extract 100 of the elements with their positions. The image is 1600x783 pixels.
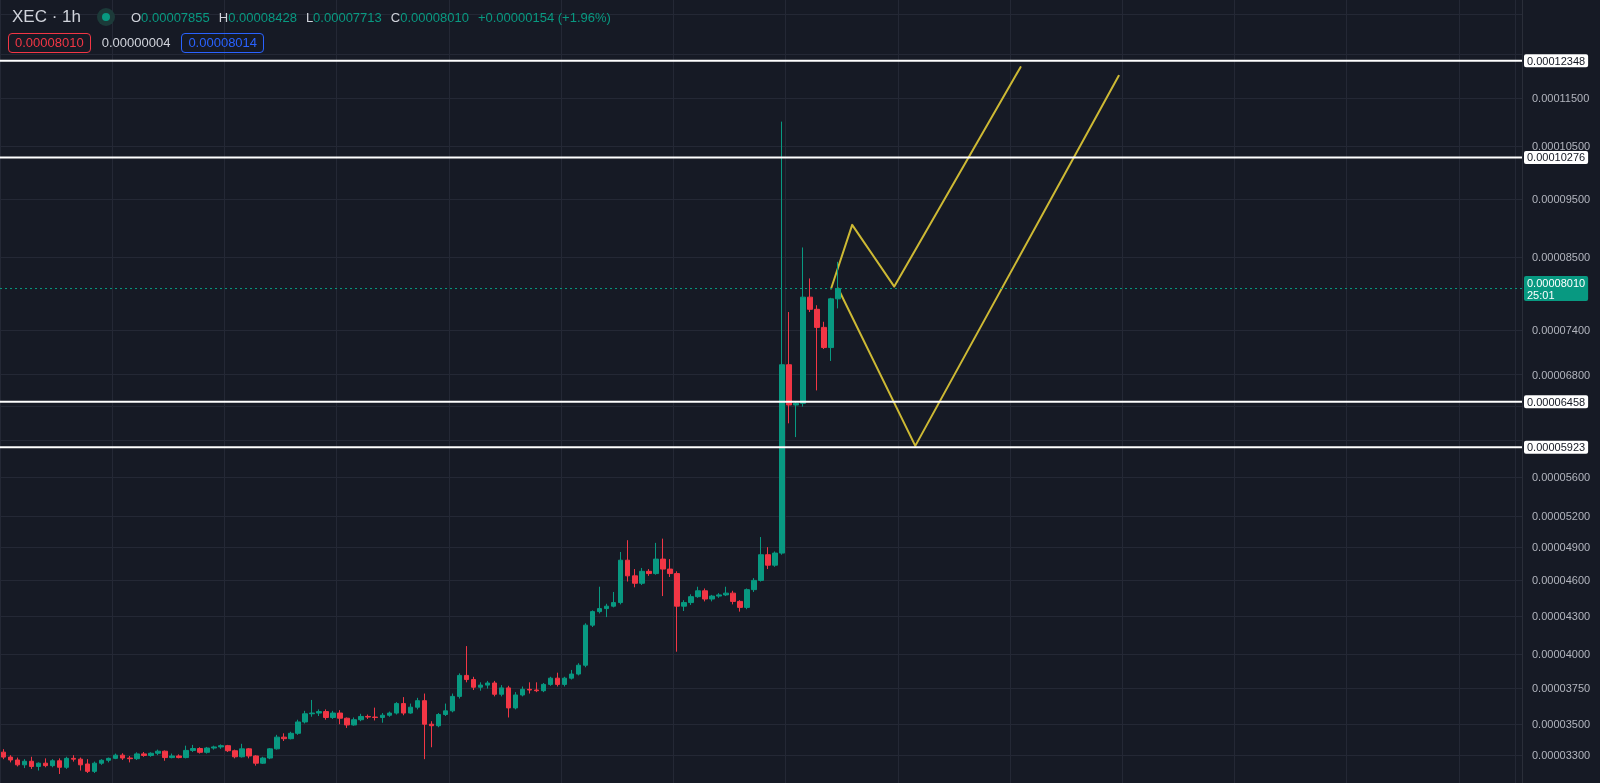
candlestick (29, 756, 34, 770)
annotation: +0.00000154 (+1.96%) (477, 9, 611, 25)
candlestick (534, 681, 539, 693)
candlestick (22, 758, 27, 769)
annotation: 0.00008014 (181, 33, 265, 53)
candlestick (415, 697, 420, 710)
candlestick (527, 681, 532, 695)
candlestick (50, 758, 55, 768)
y-tick-label: 0.00004000 (1532, 647, 1591, 660)
y-tick-label: 0.00003500 (1532, 718, 1591, 731)
candlestick (85, 758, 90, 774)
candlestick (239, 743, 245, 759)
candlestick (380, 712, 385, 724)
candlestick (330, 710, 336, 720)
y-tick-label: 0.00008500 (1532, 251, 1591, 264)
candlestick (141, 751, 147, 758)
candlestick (625, 539, 630, 583)
candlestick (106, 757, 111, 763)
candlestick (590, 609, 595, 628)
candlestick (8, 754, 13, 763)
candlestick (43, 757, 48, 768)
y-tick-label: 0.00003300 (1532, 749, 1591, 762)
candlestick (485, 680, 490, 690)
candlestick (281, 732, 287, 742)
ref-line-label: 0.00006458 (1527, 395, 1586, 408)
candlestick (562, 676, 567, 687)
candlestick (597, 586, 602, 614)
chart-title: XEC · 1h (12, 7, 81, 27)
annotation: 0.00008010 (8, 33, 91, 53)
candlestick (639, 567, 645, 586)
candlestick (422, 693, 427, 760)
candlestick (387, 711, 392, 718)
candlestick (765, 546, 771, 570)
candlestick (394, 701, 399, 716)
candlestick (632, 568, 638, 588)
y-tick-label: 0.00004900 (1532, 541, 1591, 554)
y-tick-label: 0.00006800 (1532, 368, 1591, 381)
ref-line-label: 0.00005923 (1527, 441, 1586, 454)
candlestick (401, 696, 406, 716)
y-tick-label: 0.00005200 (1532, 509, 1591, 522)
annotation: O0.00007855 (130, 9, 210, 25)
candlestick (450, 693, 455, 713)
candlestick (15, 757, 20, 767)
candlestick (478, 681, 483, 692)
candlestick (702, 587, 708, 602)
candlestick (169, 753, 175, 759)
y-tick-label: 0.00010500 (1532, 140, 1591, 153)
candlestick (162, 749, 168, 762)
candlestick (429, 720, 434, 748)
candlestick (499, 684, 504, 697)
y-tick-label: 0.00009500 (1532, 192, 1591, 205)
candlestick (618, 551, 623, 605)
y-tick-label: 0.00003750 (1532, 681, 1591, 694)
candlestick (120, 752, 125, 761)
candlestick (520, 686, 525, 697)
candlestick (611, 591, 616, 608)
candlestick (323, 708, 329, 721)
candlestick (36, 761, 41, 772)
y-tick-label: 0.00004600 (1532, 574, 1591, 587)
y-tick-label: 0.00007400 (1532, 324, 1591, 337)
candlestick (443, 703, 448, 717)
candlestick (408, 703, 413, 715)
candlestick (78, 757, 83, 772)
candlestick (113, 753, 118, 760)
candlestick (57, 757, 62, 775)
candlestick (541, 682, 546, 693)
annotation: C0.00008010 (390, 9, 469, 25)
ref-line-label: 0.00010276 (1527, 151, 1586, 164)
candlestick (653, 542, 659, 576)
candlestick (64, 756, 69, 770)
candlestick (92, 761, 97, 774)
line-series (830, 66, 1022, 290)
candlestick (513, 691, 518, 710)
candlestick (99, 758, 104, 766)
candlestick (492, 680, 497, 697)
candlestick (646, 568, 652, 577)
annotation: 0.00000004 (100, 34, 172, 52)
candlestick (576, 662, 581, 676)
candlestick (457, 672, 462, 700)
candlestick (548, 676, 553, 687)
ref-line-label: 0.00008010 25:01 (1527, 276, 1586, 301)
candlestick (197, 746, 203, 755)
ref-line-label: 0.00012348 (1527, 54, 1586, 67)
candlestick (127, 755, 133, 763)
candlestick (176, 753, 182, 759)
candlestick (786, 311, 792, 424)
candlestick (583, 622, 588, 668)
candlestick (604, 603, 609, 618)
y-tick-label: 0.00004300 (1532, 609, 1591, 622)
candlestick (71, 754, 76, 763)
candlestick (471, 676, 476, 691)
candlestick (555, 672, 560, 687)
candlestick (506, 685, 511, 718)
candlestick (436, 712, 441, 728)
y-tick-label: 0.00011500 (1532, 92, 1590, 105)
candlestick (134, 751, 140, 761)
candlestick (464, 645, 469, 683)
candlestick (1, 748, 6, 760)
annotation: H0.00008428 (218, 9, 297, 25)
y-tick-label: 0.00005600 (1532, 470, 1591, 483)
